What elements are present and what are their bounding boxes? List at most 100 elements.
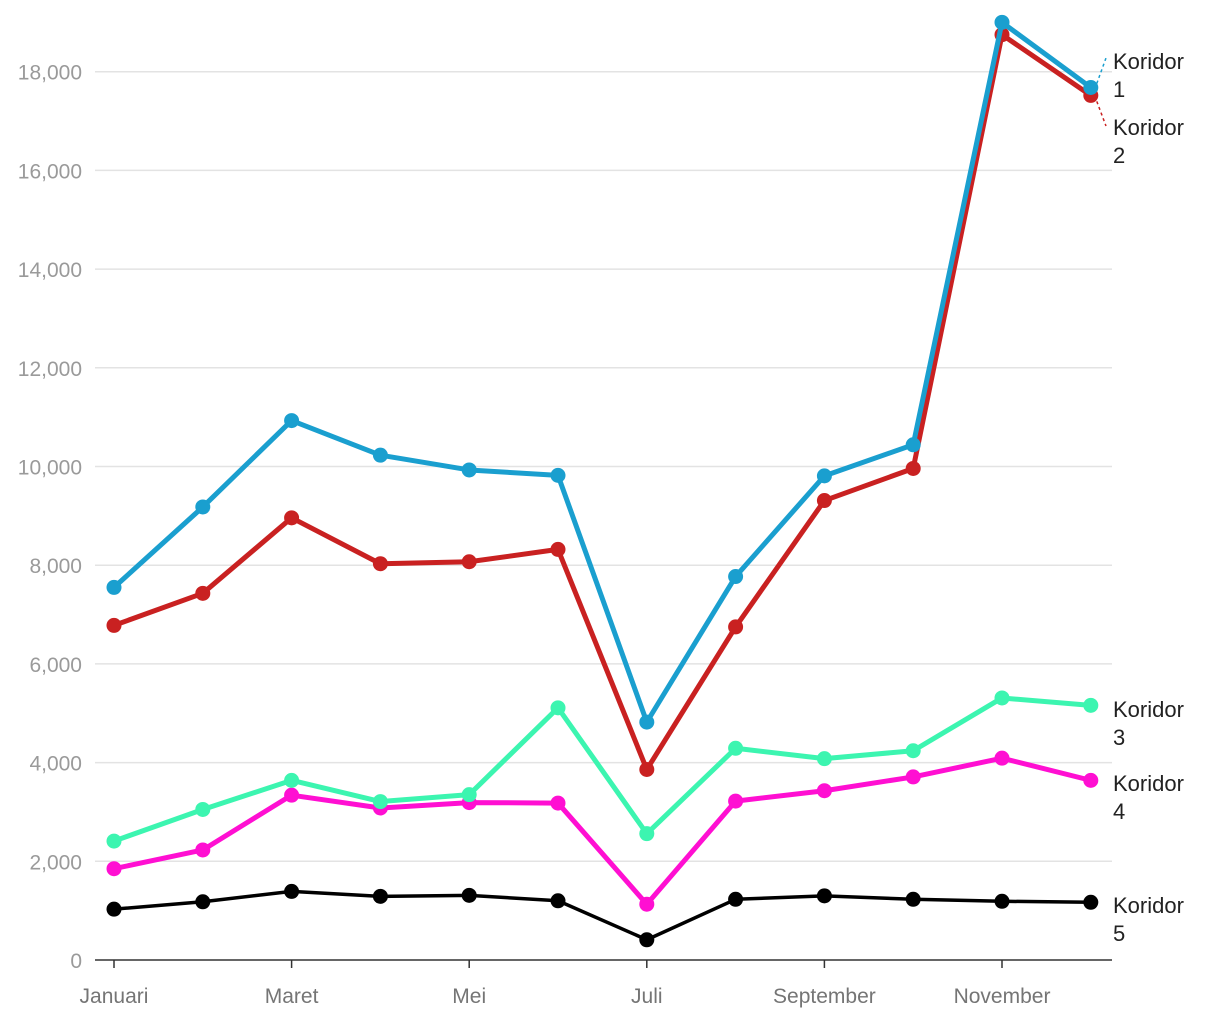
data-point: [994, 14, 1010, 30]
data-point: [461, 554, 477, 570]
data-point: [550, 467, 566, 483]
data-point: [372, 447, 388, 463]
gridlines: [95, 70, 1112, 863]
series-line: [111, 32, 1094, 773]
y-tick-label: 10,000: [18, 457, 82, 480]
series-label-1: Koridor 1: [1113, 49, 1184, 102]
y-tick-label: 0: [70, 950, 82, 973]
data-point: [816, 468, 832, 484]
series-label-3: Koridor 3: [1113, 697, 1184, 750]
data-point: [550, 893, 566, 909]
data-point: [106, 579, 122, 595]
data-point: [461, 787, 477, 803]
data-point: [639, 932, 655, 948]
data-point: [284, 413, 300, 429]
series-label-5: Koridor 5: [1113, 893, 1184, 946]
y-tick-label: 4,000: [29, 753, 82, 776]
data-point: [106, 901, 122, 917]
x-tick-label: September: [773, 985, 876, 1008]
data-point: [195, 585, 211, 601]
series-label-text: 4: [1113, 799, 1125, 824]
data-point: [1083, 79, 1099, 95]
series-label-text: 2: [1113, 143, 1125, 168]
data-point: [994, 690, 1010, 706]
data-point: [284, 787, 300, 803]
series-3: [106, 690, 1099, 849]
data-point: [372, 556, 388, 572]
data-point: [372, 888, 388, 904]
data-point: [1083, 772, 1099, 788]
series-label-text: 5: [1113, 921, 1125, 946]
data-point: [639, 896, 655, 912]
data-point: [905, 743, 921, 759]
data-point: [195, 842, 211, 858]
data-point: [816, 783, 832, 799]
data-point: [816, 888, 832, 904]
data-point: [728, 569, 744, 585]
series-label-text: Koridor: [1113, 49, 1184, 74]
series-label-text: Koridor: [1113, 893, 1184, 918]
data-point: [994, 750, 1010, 766]
data-point: [905, 437, 921, 453]
series-5: [106, 883, 1099, 948]
x-tick-label: Juli: [631, 985, 663, 1008]
x-tick-label: November: [954, 985, 1051, 1008]
series-line: [111, 19, 1094, 725]
y-axis: 0 2,000 4,000 6,000 8,000 10,000 12,000 14,000 1…: [18, 62, 82, 973]
y-tick-label: 8,000: [29, 555, 82, 578]
data-point: [284, 772, 300, 788]
data-point: [372, 794, 388, 810]
data-point: [106, 861, 122, 877]
data-point: [195, 499, 211, 515]
x-axis: Januari Maret Mei Juli September November: [80, 959, 1112, 1008]
data-point: [639, 762, 655, 778]
y-tick-label: 18,000: [18, 62, 82, 85]
y-tick-label: 16,000: [18, 160, 82, 183]
series-1: [106, 14, 1099, 730]
data-point: [461, 462, 477, 478]
data-point: [639, 714, 655, 730]
data-point: [905, 769, 921, 785]
data-point: [816, 493, 832, 509]
series-label-2: Koridor 2: [1113, 115, 1184, 168]
data-point: [461, 887, 477, 903]
series-line: [111, 755, 1094, 907]
x-tick-label: Maret: [265, 985, 319, 1008]
data-point: [550, 795, 566, 811]
data-point: [106, 617, 122, 633]
data-point: [639, 826, 655, 842]
y-tick-label: 12,000: [18, 358, 82, 381]
data-point: [728, 619, 744, 635]
y-tick-label: 14,000: [18, 259, 82, 282]
series-labels: Koridor 1 Koridor 2 Koridor 3 Koridor 4 Koridor 5: [1096, 49, 1184, 946]
data-point: [728, 793, 744, 809]
data-point: [284, 510, 300, 526]
leader-line: [1096, 57, 1107, 84]
data-point: [1083, 894, 1099, 910]
series-label-text: Koridor: [1113, 697, 1184, 722]
series-label-4: Koridor 4: [1113, 771, 1184, 824]
data-point: [905, 460, 921, 476]
data-point: [905, 891, 921, 907]
series-label-text: 3: [1113, 725, 1125, 750]
data-point: [994, 893, 1010, 909]
series-label-text: 1: [1113, 77, 1125, 102]
data-point: [284, 883, 300, 899]
data-point: [550, 700, 566, 716]
y-tick-label: 6,000: [29, 654, 82, 677]
series-line: [111, 695, 1094, 844]
series-label-text: Koridor: [1113, 771, 1184, 796]
x-tick-label: Mei: [452, 985, 486, 1008]
data-point: [106, 833, 122, 849]
series-lines: [106, 14, 1099, 948]
data-point: [728, 740, 744, 756]
data-point: [728, 891, 744, 907]
y-tick-label: 2,000: [29, 851, 82, 874]
series-label-text: Koridor: [1113, 115, 1184, 140]
x-tick-label: Januari: [80, 985, 149, 1008]
data-point: [816, 751, 832, 767]
leader-line: [1096, 101, 1107, 127]
series-line: [112, 889, 1093, 942]
data-point: [1083, 697, 1099, 713]
